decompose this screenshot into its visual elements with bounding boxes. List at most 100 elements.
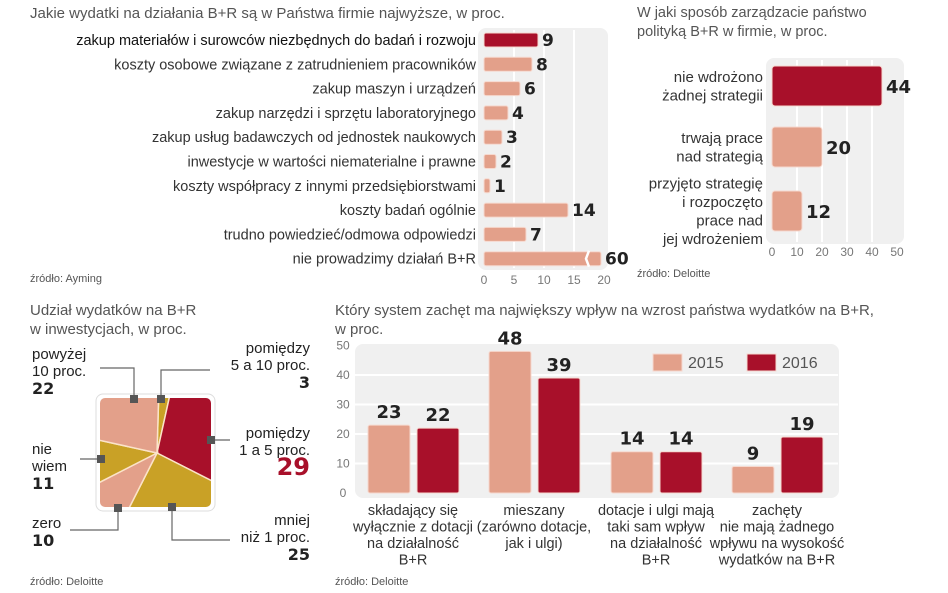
chart4-bar bbox=[610, 451, 654, 494]
chart4-category-label: na działalność bbox=[367, 536, 459, 552]
chart4-category-label: składający się bbox=[368, 503, 458, 519]
chart1-category-label: zakup narzędzi i sprzętu laboratoryjnego bbox=[216, 106, 476, 122]
chart2-tick-label: 0 bbox=[769, 245, 776, 259]
legend-swatch bbox=[746, 353, 777, 372]
chart4-category-label: wydatków na B+R bbox=[718, 553, 835, 569]
pie-leader-line bbox=[171, 507, 230, 541]
chart2-bar bbox=[771, 65, 883, 107]
pie-slice bbox=[118, 451, 211, 507]
chart4-category-label: na działalność bbox=[610, 536, 702, 552]
pie-leader-marker bbox=[114, 504, 122, 512]
chart4-value-label: 48 bbox=[497, 328, 522, 349]
chart1-title: Jakie wydatki na działania B+R są w Pańs… bbox=[30, 5, 505, 22]
chart4-title-line: Który system zachęt ma największy wpływ … bbox=[335, 302, 874, 319]
legend-swatch bbox=[652, 353, 683, 372]
chart4-category-label: B+R bbox=[399, 553, 428, 569]
chart1-tick-label: 5 bbox=[511, 273, 518, 287]
chart3-source: źródło: Deloitte bbox=[30, 576, 104, 588]
pie-leader-marker bbox=[157, 395, 165, 403]
chart2-bar bbox=[771, 126, 823, 168]
legend-label: 2016 bbox=[782, 355, 818, 372]
pie-slice bbox=[100, 398, 161, 454]
pie-leader-marker bbox=[97, 455, 105, 463]
pie-value-label: 10 bbox=[32, 531, 55, 550]
chart4-value-label: 39 bbox=[546, 355, 571, 376]
chart2-source: źródło: Deloitte bbox=[637, 268, 711, 280]
chart2-title: W jaki sposób zarządzacie państwo polity… bbox=[637, 5, 867, 40]
chart4-value-label: 14 bbox=[619, 429, 644, 450]
chart1-value-label: 1 bbox=[494, 177, 506, 197]
pie-value-label: 22 bbox=[32, 379, 55, 398]
chart1-tick-label: 0 bbox=[481, 273, 488, 287]
pie-label: powyżej 10 proc. 22 bbox=[32, 346, 86, 398]
chart2-bar bbox=[771, 190, 803, 232]
chart4-category-label: wyłącznie z dotacji bbox=[352, 520, 473, 536]
chart4-category-label: (zarówno dotacje, bbox=[477, 520, 591, 536]
chart1-value-label: 7 bbox=[530, 225, 542, 245]
pie-leader-marker bbox=[130, 395, 138, 403]
chart1-value-label: 2 bbox=[500, 153, 512, 173]
chart4-value-label: 22 bbox=[425, 405, 450, 426]
chart1-bar bbox=[483, 105, 509, 121]
chart4-bar bbox=[488, 350, 532, 494]
chart1-tick-label: 20 bbox=[597, 273, 611, 287]
pie-label-text: 5 a 10 proc. bbox=[230, 357, 310, 374]
chart2-tick-label: 40 bbox=[865, 245, 879, 259]
chart2-tick-label: 20 bbox=[815, 245, 829, 259]
chart1-value-label: 14 bbox=[572, 201, 596, 221]
chart1-tick-label: 15 bbox=[567, 273, 581, 287]
chart1-bar bbox=[483, 202, 569, 218]
chart2-category-label: żadnej strategii bbox=[662, 87, 763, 104]
chart4-panel bbox=[355, 344, 839, 498]
chart4-value-label: 14 bbox=[668, 429, 693, 450]
pie-leader-marker bbox=[168, 503, 176, 511]
chart3-title-line: Udział wydatków na B+R bbox=[30, 302, 197, 319]
pie-label-text: pomiędzy bbox=[245, 425, 310, 442]
chart1-value-label: 60 bbox=[605, 250, 629, 270]
chart4-title: Który system zachęt ma największy wpływ … bbox=[335, 301, 874, 339]
chart2-tick-label: 50 bbox=[890, 245, 904, 259]
chart4-category-label: zachęty bbox=[752, 503, 803, 519]
chart1-category-label: koszty osobowe związane z zatrudnieniem … bbox=[114, 57, 476, 73]
chart1-value-label: 6 bbox=[524, 80, 536, 100]
chart3-title: Udział wydatków na B+R w inwestycjach, w … bbox=[30, 301, 196, 339]
pie-leader-marker bbox=[207, 436, 215, 444]
pie-label-text: 1 a 5 proc. bbox=[239, 442, 310, 459]
chart4-bar bbox=[416, 427, 460, 494]
chart4-tick-label: 50 bbox=[336, 339, 350, 353]
chart2-value-label: 12 bbox=[806, 202, 831, 223]
pie-label-text: zero bbox=[32, 515, 62, 532]
chart1-value-label: 4 bbox=[512, 104, 524, 124]
chart2-category-label: nie wdrożono bbox=[674, 69, 763, 86]
chart1-bar bbox=[483, 178, 491, 194]
pie-leader-line bbox=[70, 508, 119, 531]
chart1-bar bbox=[483, 32, 539, 48]
chart2-tick-label: 10 bbox=[790, 245, 804, 259]
pie-value-label: 3 bbox=[298, 373, 310, 392]
chart2-value-label: 44 bbox=[886, 77, 911, 98]
chart1-category-label: trudno powiedzieć/odmowa odpowiedzi bbox=[224, 227, 476, 243]
chart1-value-label: 9 bbox=[542, 31, 554, 51]
chart2-category-label: trwają prace bbox=[681, 130, 763, 147]
chart4-category-label: nie mają żadnego bbox=[720, 520, 834, 536]
chart2-category-label: przyjęto strategię bbox=[649, 175, 763, 192]
chart1-category-label: zakup maszyn i urządzeń bbox=[312, 82, 476, 98]
chart4-value-label: 23 bbox=[376, 402, 401, 423]
legend-label: 2015 bbox=[688, 355, 724, 372]
chart4-category-label: mieszany bbox=[503, 503, 565, 519]
chart2-category-label: nad strategią bbox=[676, 148, 763, 165]
chart1-category-label: koszty badań ogólnie bbox=[340, 203, 476, 219]
chart4-bar bbox=[367, 424, 411, 494]
chart4-bar bbox=[537, 377, 581, 494]
chart4-category-label: taki sam wpływ bbox=[607, 520, 705, 536]
pie-slice bbox=[100, 451, 159, 507]
pie-value-label: 11 bbox=[32, 474, 55, 493]
chart1-bar bbox=[483, 56, 533, 72]
chart1-tick-label: 10 bbox=[537, 273, 551, 287]
chart2-tick-label: 30 bbox=[840, 245, 854, 259]
pie-value-label: 25 bbox=[287, 545, 310, 564]
chart2-category-label: i rozpoczęto bbox=[682, 194, 763, 211]
chart4-value-label: 19 bbox=[789, 414, 814, 435]
